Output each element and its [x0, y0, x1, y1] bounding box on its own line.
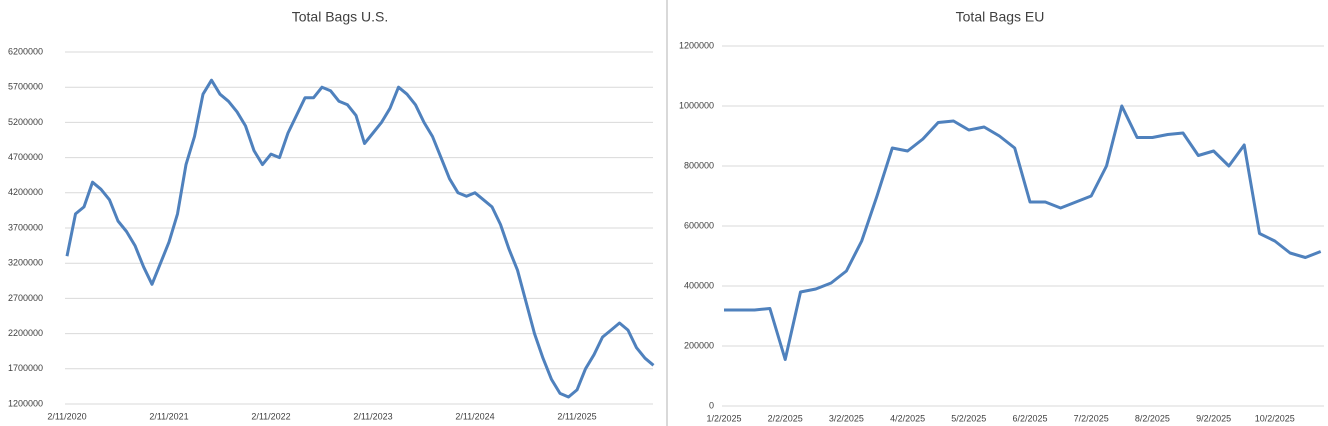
y-tick-label: 1700000 — [8, 363, 43, 373]
y-tick-label: 4700000 — [8, 152, 43, 162]
x-tick-label: 2/11/2023 — [353, 411, 392, 421]
chart-title: Total Bags EU — [956, 9, 1045, 25]
y-tick-label: 3700000 — [8, 222, 43, 232]
data-line — [724, 104, 1322, 361]
y-tick-label: 800000 — [684, 160, 714, 170]
x-tick-label: 2/11/2024 — [455, 411, 494, 421]
y-tick-label: 1200000 — [679, 40, 714, 50]
x-tick-label: 7/2/2025 — [1074, 413, 1109, 423]
y-tick-label: 1000000 — [679, 100, 714, 110]
y-tick-label: 0 — [709, 400, 714, 410]
y-tick-label: 200000 — [684, 340, 714, 350]
x-tick-label: 2/2/2025 — [768, 413, 803, 423]
x-tick-label: 3/2/2025 — [829, 413, 864, 423]
y-tick-label: 4200000 — [8, 187, 43, 197]
x-tick-label: 2/11/2022 — [251, 411, 290, 421]
y-tick-label: 600000 — [684, 220, 714, 230]
x-tick-label: 5/2/2025 — [951, 413, 986, 423]
y-tick-label: 2200000 — [8, 328, 43, 338]
x-tick-label: 2/11/2020 — [47, 411, 86, 421]
y-tick-label: 1200000 — [8, 398, 43, 408]
chart-title: Total Bags U.S. — [292, 9, 389, 25]
data-line — [65, 78, 655, 399]
x-tick-label: 8/2/2025 — [1135, 413, 1170, 423]
x-tick-label: 9/2/2025 — [1196, 413, 1231, 423]
x-tick-label: 2/11/2025 — [557, 411, 596, 421]
x-tick-label: 2/11/2021 — [149, 411, 188, 421]
y-tick-label: 3200000 — [8, 258, 43, 268]
x-tick-label: 4/2/2025 — [890, 413, 925, 423]
x-tick-label: 6/2/2025 — [1012, 413, 1047, 423]
x-tick-label: 1/2/2025 — [706, 413, 741, 423]
y-tick-label: 2700000 — [8, 293, 43, 303]
y-tick-label: 5200000 — [8, 117, 43, 127]
y-tick-label: 6200000 — [8, 46, 43, 56]
x-tick-label: 10/2/2025 — [1255, 413, 1295, 423]
y-tick-label: 400000 — [684, 280, 714, 290]
y-tick-label: 5700000 — [8, 82, 43, 92]
